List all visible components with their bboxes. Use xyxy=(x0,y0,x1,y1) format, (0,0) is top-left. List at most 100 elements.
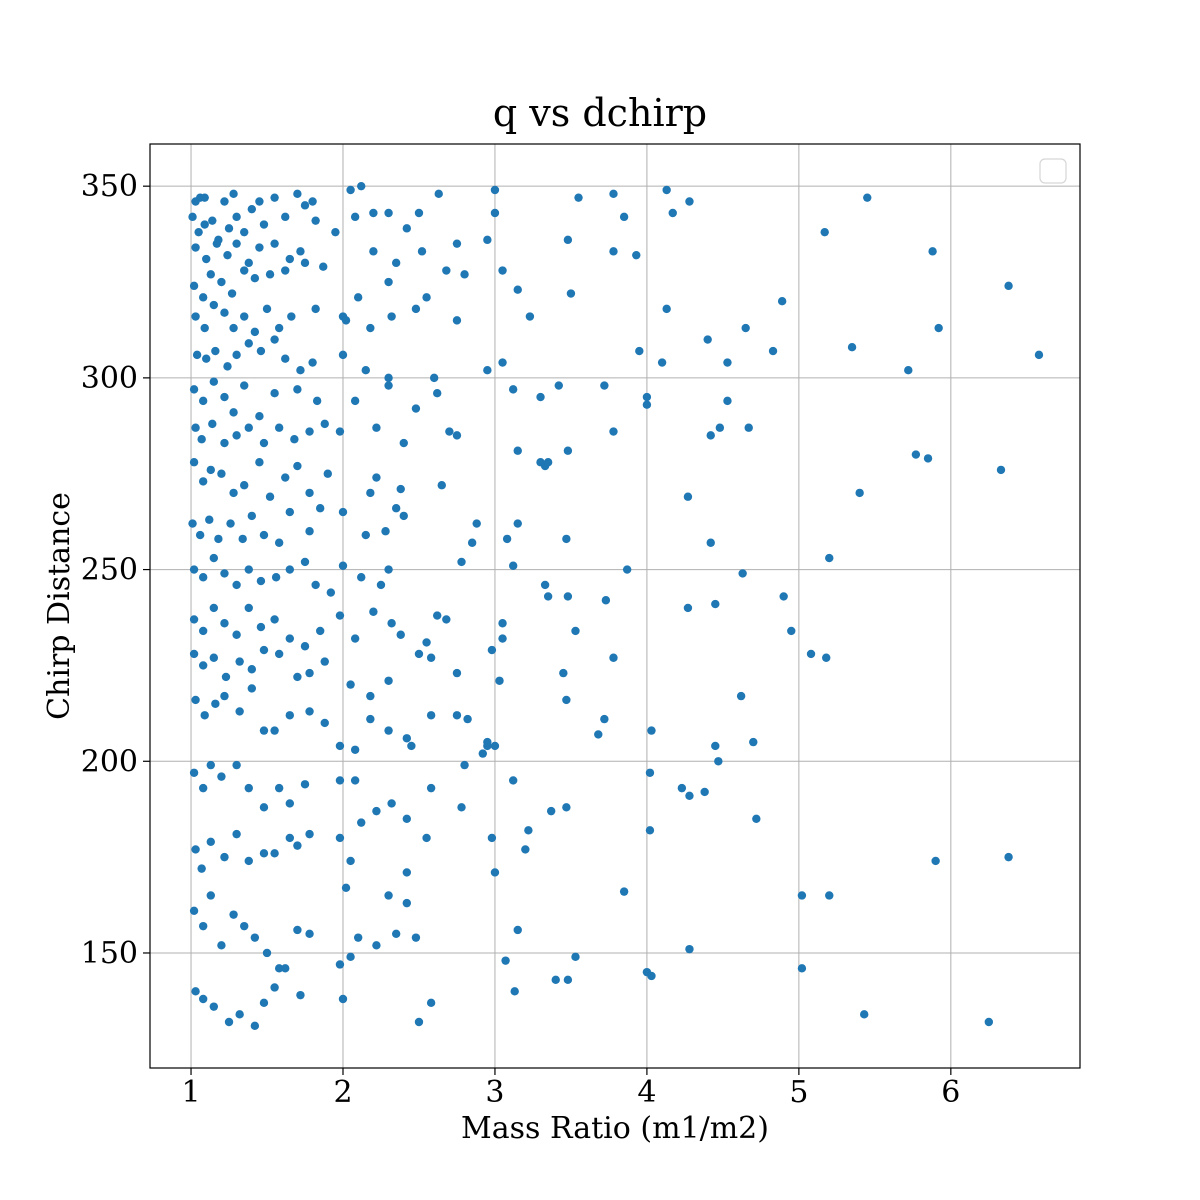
data-point xyxy=(189,649,199,659)
data-point xyxy=(414,208,424,218)
data-point xyxy=(255,197,264,206)
data-point xyxy=(220,197,229,206)
data-point xyxy=(609,247,618,256)
data-point xyxy=(350,776,360,785)
data-point xyxy=(723,358,732,367)
data-point xyxy=(501,956,510,965)
data-point xyxy=(285,634,295,643)
data-point xyxy=(601,596,611,605)
data-point xyxy=(860,1010,869,1019)
data-point xyxy=(546,806,556,816)
data-point xyxy=(346,952,355,962)
data-point xyxy=(189,385,199,394)
data-point xyxy=(855,488,864,498)
chart-title: q vs dchirp xyxy=(493,91,707,135)
data-point xyxy=(232,239,241,248)
data-point xyxy=(668,208,677,218)
data-point xyxy=(396,630,405,639)
data-point xyxy=(609,653,618,662)
data-point xyxy=(240,921,249,931)
data-point xyxy=(797,891,807,900)
data-point xyxy=(335,960,345,969)
data-point xyxy=(472,519,481,528)
grid xyxy=(150,144,1080,1068)
data-point xyxy=(206,891,215,900)
data-point xyxy=(320,419,329,429)
data-point xyxy=(189,458,199,467)
data-point xyxy=(463,714,472,724)
data-point xyxy=(250,1021,260,1031)
data-point xyxy=(202,354,211,363)
data-point xyxy=(563,975,573,985)
y-tick-label: 250 xyxy=(81,553,138,588)
data-point xyxy=(265,270,275,279)
data-point xyxy=(197,435,206,444)
data-point xyxy=(452,668,462,678)
data-point xyxy=(350,212,360,222)
data-point xyxy=(191,845,200,854)
data-point xyxy=(524,826,533,835)
data-point xyxy=(928,247,937,256)
data-point xyxy=(259,803,269,812)
data-point xyxy=(513,925,522,935)
data-point xyxy=(490,741,500,751)
data-point xyxy=(227,289,237,298)
data-point xyxy=(372,941,381,950)
data-point xyxy=(315,626,325,636)
data-point xyxy=(483,737,492,747)
data-point xyxy=(217,469,226,478)
data-point xyxy=(259,998,269,1008)
data-point xyxy=(296,990,305,1000)
data-point xyxy=(490,208,500,218)
data-point xyxy=(240,381,249,390)
data-point xyxy=(779,592,788,601)
y-axis-label: Chirp Distance xyxy=(42,492,77,720)
data-point xyxy=(312,396,322,406)
data-point xyxy=(281,266,290,275)
data-point xyxy=(683,492,693,501)
data-point xyxy=(238,534,247,544)
data-point xyxy=(642,392,652,402)
data-point xyxy=(563,235,573,245)
data-point xyxy=(559,668,568,678)
data-point xyxy=(256,346,266,356)
data-point xyxy=(200,711,209,720)
data-point xyxy=(350,396,360,406)
data-point xyxy=(274,538,284,547)
data-point xyxy=(300,201,310,210)
data-point xyxy=(521,845,530,854)
data-point xyxy=(706,431,715,440)
data-point xyxy=(198,396,208,406)
data-point xyxy=(863,193,872,202)
data-point xyxy=(206,760,215,770)
data-point xyxy=(711,599,720,609)
data-point xyxy=(847,343,857,352)
x-tick-label: 3 xyxy=(485,1075,504,1110)
data-point xyxy=(536,392,545,402)
data-point xyxy=(384,726,393,735)
data-point xyxy=(338,994,348,1004)
data-point xyxy=(232,760,241,770)
data-point xyxy=(366,488,375,498)
data-point xyxy=(300,780,310,789)
data-point xyxy=(319,262,328,271)
data-point xyxy=(338,350,348,360)
data-point xyxy=(563,592,573,601)
data-point xyxy=(683,603,693,613)
data-point xyxy=(320,657,329,666)
data-point xyxy=(192,350,202,360)
data-point xyxy=(232,580,241,590)
data-point xyxy=(338,561,348,570)
data-point xyxy=(270,389,279,398)
data-point xyxy=(285,711,295,720)
data-point xyxy=(399,511,408,521)
data-point xyxy=(217,941,226,950)
data-point xyxy=(305,829,314,839)
data-point xyxy=(229,189,238,199)
data-point xyxy=(290,435,299,444)
data-point xyxy=(240,266,249,275)
data-point xyxy=(562,803,571,812)
data-point xyxy=(387,799,396,808)
data-point xyxy=(247,511,257,521)
data-point xyxy=(198,921,208,931)
